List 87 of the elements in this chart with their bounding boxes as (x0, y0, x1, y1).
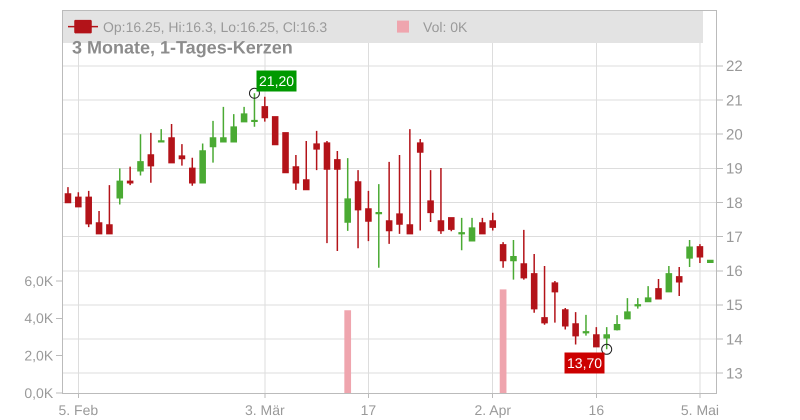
candlestick (458, 217, 465, 252)
candlestick (386, 161, 392, 245)
candlestick (624, 297, 631, 320)
candlestick (593, 326, 600, 348)
legend-label: Vol: 0K (423, 19, 468, 36)
candlestick (365, 190, 372, 242)
y-tick-label: 18 (726, 194, 743, 212)
candlestick (324, 140, 330, 244)
candlestick (676, 266, 683, 297)
candlestick (562, 307, 569, 330)
candlestick (406, 128, 414, 234)
candlestick (468, 217, 476, 242)
candlestick (510, 239, 517, 280)
candlestick (262, 96, 268, 122)
candlestick (251, 92, 258, 128)
x-tick-label: 5. Feb (58, 402, 98, 418)
candlestick (75, 192, 82, 208)
candlestick (302, 140, 310, 190)
y-tick-label: 22 (726, 58, 743, 76)
candlestick (552, 280, 558, 324)
y2-tick-label: 6,0K (24, 272, 54, 289)
candlestick (614, 314, 620, 332)
candlestick (199, 142, 206, 184)
candlestick (220, 106, 227, 142)
y-tick-label: 20 (726, 126, 743, 144)
candlestick (313, 130, 320, 171)
candlestick (655, 278, 662, 300)
candlestick (148, 132, 154, 184)
y-tick-label: 21 (726, 92, 743, 110)
candlestick (634, 297, 642, 310)
y-tick-label: 16 (726, 263, 743, 280)
candlestick (126, 166, 134, 186)
annotation: 13,70 (567, 355, 602, 371)
candlestick (292, 154, 300, 191)
candlestick (158, 128, 164, 142)
candlestick (116, 168, 124, 206)
candlestick (572, 311, 579, 346)
y-tick-label: 15 (726, 297, 743, 314)
candlestick (396, 154, 403, 235)
candlestick (178, 143, 186, 166)
candlestick (375, 183, 382, 268)
candlestick (334, 150, 341, 252)
legend-label: Op:16.25, Hi:16.3, Lo:16.25, Cl:16.3 (103, 19, 328, 36)
x-tick-label: 2. Apr (474, 402, 512, 418)
y2-tick-label: 4,0K (24, 310, 54, 326)
candlestick (530, 253, 538, 314)
candlestick (240, 106, 248, 122)
candlestick (686, 239, 693, 268)
y-tick-label: 14 (726, 331, 743, 348)
candlestick (489, 212, 496, 232)
candlestick (354, 169, 362, 250)
y-tick-label: 19 (726, 160, 743, 178)
x-tick-label: 5. Mai (680, 402, 720, 418)
candlestick (230, 113, 238, 142)
y-tick-label: 17 (726, 228, 743, 246)
candlestick (210, 120, 216, 164)
y-tick-label: 13 (726, 365, 743, 382)
candlestick (603, 326, 610, 350)
candlestick (479, 217, 486, 234)
candlestick (438, 167, 444, 235)
y2-tick-label: 0,0K (24, 384, 54, 401)
candlestick (96, 210, 102, 234)
candlestick (500, 241, 506, 268)
x-tick-label: 17 (360, 402, 376, 418)
candlestick (85, 190, 92, 228)
candlestick (696, 243, 704, 264)
candlestick (64, 186, 72, 204)
candlestick (416, 138, 424, 232)
candlestick (666, 265, 672, 292)
candlestick (282, 132, 289, 174)
candlestick (106, 184, 113, 234)
candlestick (427, 169, 434, 223)
text: 3 Monate, 1-Tages-Kerzen (72, 37, 293, 58)
candlestick (272, 116, 278, 146)
x-tick-label: 3. Mär (244, 402, 285, 418)
candlestick (344, 157, 351, 232)
candlestick (448, 217, 455, 232)
candlestick (189, 157, 196, 187)
candlestick (137, 133, 144, 176)
candlestick (541, 265, 548, 326)
y2-tick-label: 2,0K (24, 348, 54, 364)
candlestick (520, 229, 528, 280)
x-tick-label: 16 (588, 402, 604, 418)
annotation: 21,20 (259, 73, 294, 89)
candlestick (168, 123, 175, 164)
candlestick (582, 314, 590, 336)
candlestick (644, 285, 652, 302)
